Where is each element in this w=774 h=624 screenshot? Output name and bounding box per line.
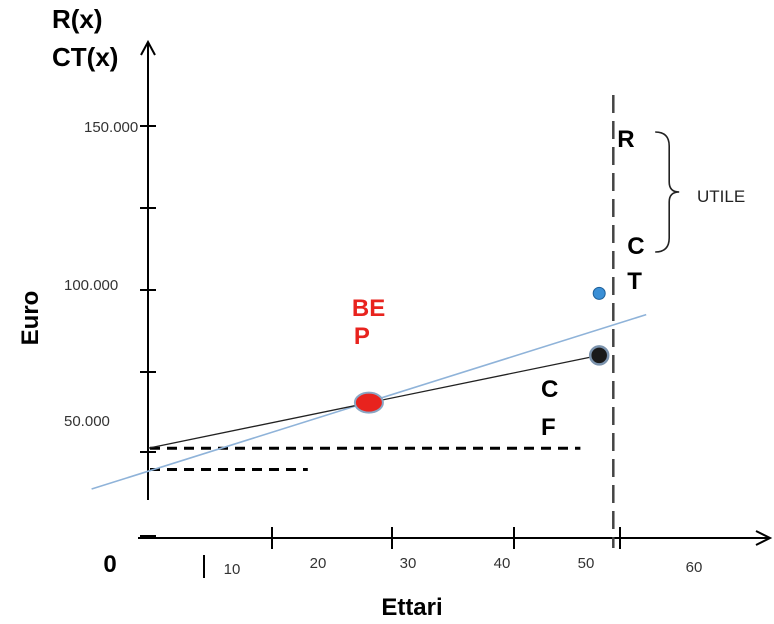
revenue-point xyxy=(592,286,606,300)
bep-point xyxy=(353,391,384,414)
total-cost-label: C xyxy=(627,233,644,260)
bep-label: BE xyxy=(352,295,385,322)
total-cost-point xyxy=(588,345,610,366)
x-tick-label: 30 xyxy=(400,555,417,572)
y-tick-label: 100.000 xyxy=(64,277,118,294)
total-cost-label: T xyxy=(627,268,642,295)
y-axis-top-label: R(x) xyxy=(52,4,103,34)
y-axis-top-label: CT(x) xyxy=(52,42,118,72)
x-tick-label: 60 xyxy=(686,559,703,576)
labels: R(x) CT(x) 150.000 100.000 50.000 0 10 20 30 40 50… xyxy=(17,4,745,621)
utile-label: UTILE xyxy=(697,187,745,206)
axes xyxy=(138,39,773,549)
bep-label: P xyxy=(354,323,370,350)
y-tick-label: 150.000 xyxy=(84,119,138,136)
x-tick-label: 20 xyxy=(310,555,327,572)
y-tick-label: 50.000 xyxy=(64,413,110,430)
x-axis-title: Ettari xyxy=(381,594,442,621)
fixed-cost-label: F xyxy=(541,414,556,441)
utile-brace xyxy=(655,131,680,253)
revenue-point-label: R xyxy=(617,126,634,153)
y-axis-title: Euro xyxy=(17,291,44,346)
x-tick-label: 40 xyxy=(494,555,511,572)
fixed-cost-label: C xyxy=(541,376,558,403)
x-tick-label: 10 xyxy=(224,561,241,578)
fixed-cost-lines xyxy=(150,446,581,471)
point-marks xyxy=(353,131,680,414)
x-tick-label: 50 xyxy=(578,555,595,572)
y-axis-arrow xyxy=(140,39,156,56)
x-tick-label: 0 xyxy=(103,551,116,578)
x-axis-arrow xyxy=(755,530,773,546)
